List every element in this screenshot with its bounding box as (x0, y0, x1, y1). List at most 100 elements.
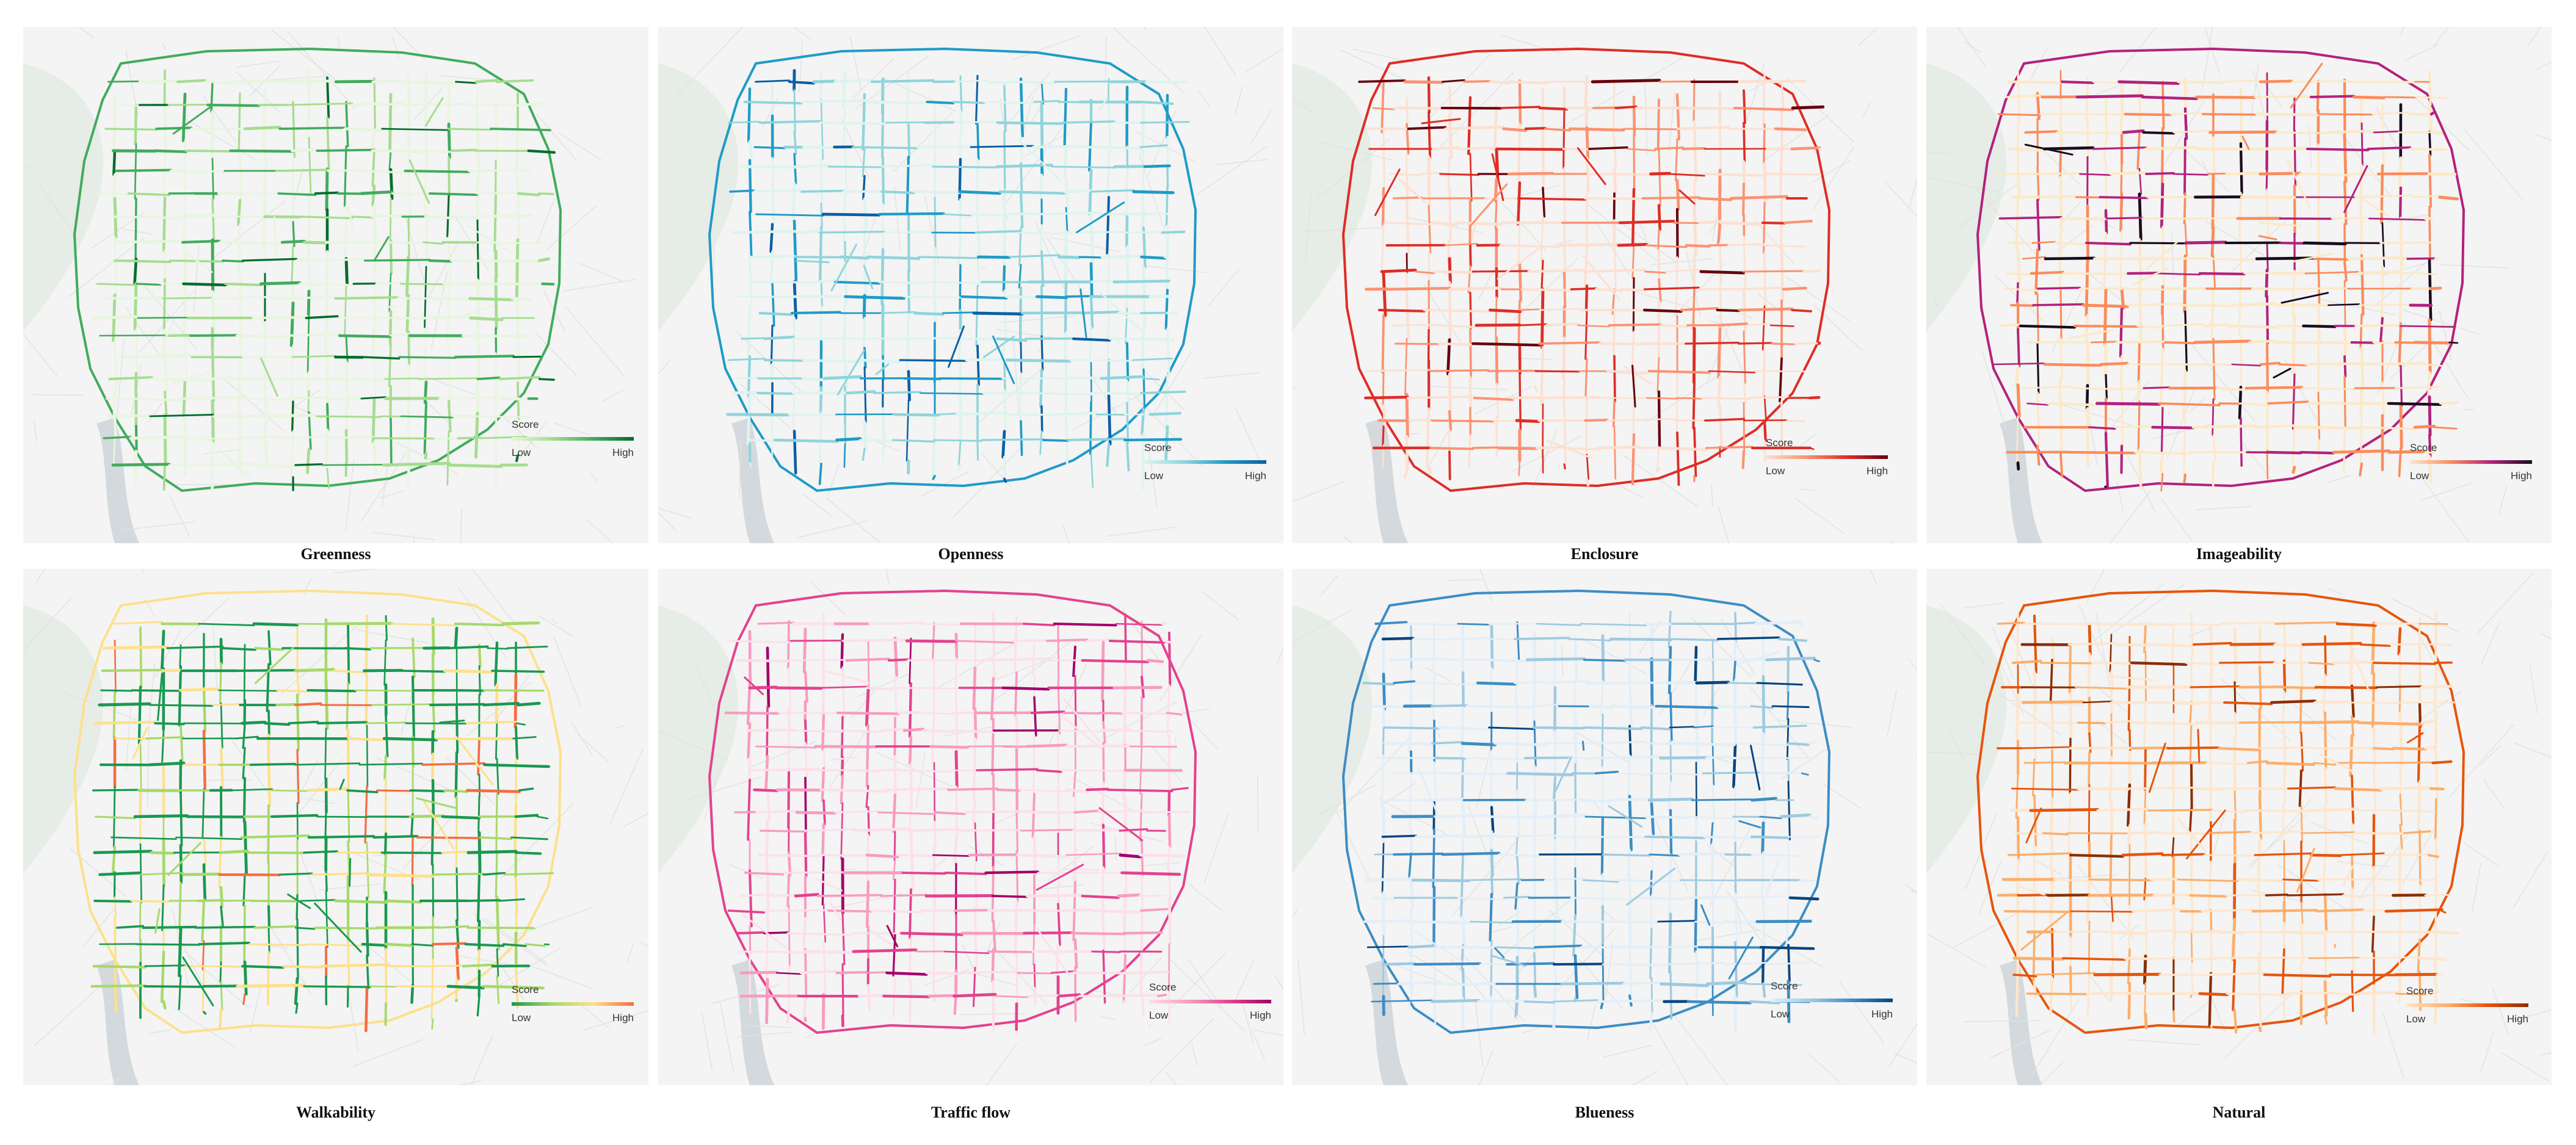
street-segment (1381, 224, 1385, 275)
street-segment (1460, 742, 1497, 746)
basemap-road (1516, 358, 1552, 360)
street-segment (536, 815, 549, 820)
street-segment (727, 640, 792, 644)
street-segment (1533, 631, 1537, 663)
street-segment (1139, 144, 1168, 148)
street-segment (333, 899, 388, 904)
street-segment (996, 164, 1053, 168)
street-segment (2393, 973, 2438, 977)
basemap-road (1099, 1016, 1117, 1020)
street-segment (2265, 761, 2315, 766)
street-segment (350, 101, 383, 107)
basemap-road (2284, 359, 2320, 424)
street-segment (2398, 994, 2401, 1003)
street-segment (1700, 397, 1751, 400)
basemap-road (1191, 1044, 1199, 1066)
basemap-road (1888, 1022, 1917, 1067)
street-segment (900, 931, 963, 936)
street-segment (92, 964, 147, 969)
street-segment (1643, 286, 1700, 291)
street-segment (1073, 772, 1076, 798)
basemap-road (1037, 348, 1041, 353)
street-segment (366, 954, 370, 989)
street-segment (344, 283, 347, 338)
street-segment (1644, 742, 1669, 745)
street-segment (496, 975, 500, 1005)
street-segment (388, 150, 392, 171)
street-segment (2172, 129, 2211, 134)
street-segment (2059, 396, 2063, 456)
street-segment (1484, 658, 1529, 663)
street-segment (863, 274, 868, 297)
street-segment (1544, 128, 1571, 132)
street-segment (1068, 359, 1134, 362)
basemap-road (536, 114, 577, 161)
street-segment (2050, 637, 2055, 662)
basemap-road (356, 629, 430, 644)
street-segment (2109, 171, 2148, 176)
street-segment (498, 898, 526, 902)
basemap-road (1251, 1030, 1265, 1060)
basemap-road (623, 812, 648, 828)
street-segment (441, 850, 470, 854)
street-segment (898, 769, 952, 773)
street-segment (384, 777, 387, 835)
street-segment (1166, 327, 1170, 376)
street-segment (1161, 230, 1186, 234)
street-segment (1665, 681, 1699, 685)
basemap-road (162, 42, 167, 51)
street-segment (2124, 112, 2172, 117)
street-segment (2398, 289, 2402, 325)
street-segment (204, 170, 226, 173)
street-segment (1496, 946, 1536, 950)
legend-high-label: High (612, 447, 634, 458)
basemap-road (1141, 265, 1207, 273)
street-segment (2399, 793, 2403, 826)
basemap-road (229, 735, 272, 798)
street-segment (841, 912, 846, 966)
street-segment (2218, 930, 2244, 934)
street-segment (2248, 339, 2275, 344)
legend-title: Score (2410, 442, 2437, 453)
street-segment (2328, 341, 2353, 345)
street-segment (833, 78, 874, 84)
street-segment (965, 358, 1009, 362)
street-segment (1606, 418, 1675, 422)
legend-high-label: High (1871, 1008, 1893, 1020)
street-segment (537, 257, 551, 262)
street-segment (1631, 244, 1635, 279)
street-segment (1704, 417, 1746, 422)
street-segment (818, 854, 868, 857)
street-segment (1568, 757, 1596, 760)
street-segment (2323, 892, 2328, 933)
street-segment (211, 290, 216, 330)
street-segment (892, 413, 940, 417)
street-segment (2171, 837, 2175, 858)
street-segment (1431, 419, 1495, 423)
street-segment (421, 762, 486, 766)
street-segment (1050, 970, 1074, 974)
street-segment (1419, 172, 1442, 175)
basemap-road (551, 618, 557, 624)
street-segment (101, 668, 164, 672)
street-segment (865, 853, 899, 859)
street-segment (1447, 239, 1451, 260)
street-segment (1166, 166, 1169, 189)
street-segment (2317, 878, 2352, 881)
street-segment (1421, 118, 1461, 125)
street-segment (466, 899, 501, 902)
street-segment (308, 263, 311, 292)
street-segment (1536, 623, 1582, 626)
street-segment (2302, 324, 2337, 328)
street-segment (2136, 380, 2141, 403)
street-segment (411, 834, 414, 886)
basemap-road (1200, 590, 1239, 621)
street-segment (145, 736, 184, 740)
street-segment (1625, 867, 1676, 906)
basemap-road (1138, 862, 1181, 867)
street-segment (139, 843, 142, 903)
basemap-road (1926, 751, 1978, 755)
street-segment (1106, 789, 1174, 793)
street-segment (2033, 708, 2037, 760)
street-segment (251, 464, 297, 468)
